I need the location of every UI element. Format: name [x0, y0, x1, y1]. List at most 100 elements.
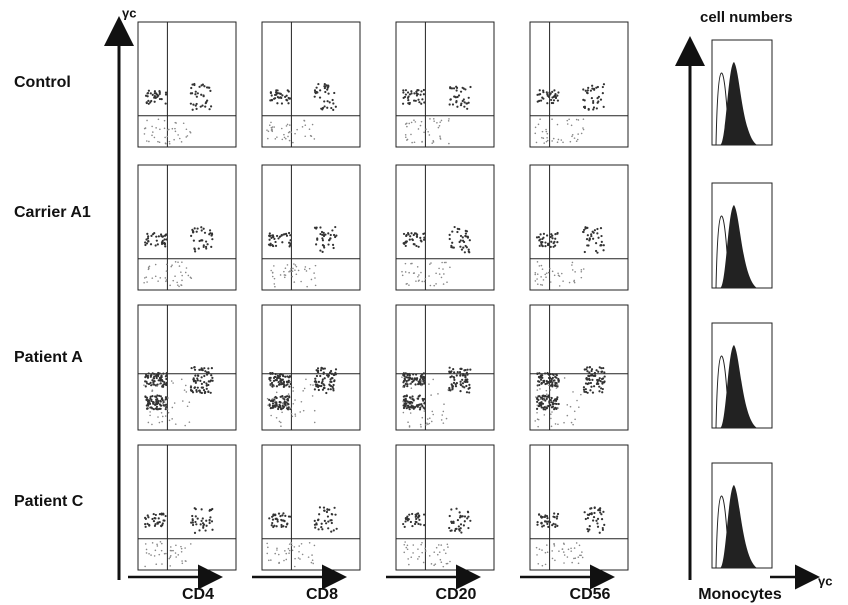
cell-dot	[165, 270, 168, 272]
cell-dot	[145, 238, 148, 241]
cell-dot	[588, 365, 592, 369]
cell-dot	[191, 231, 195, 234]
cell-dot	[566, 414, 569, 417]
cell-dot	[442, 410, 445, 413]
cell-dot	[548, 401, 551, 404]
cell-dot	[191, 514, 194, 518]
cell-dot	[203, 374, 206, 378]
cell-dot	[295, 265, 298, 268]
cell-dot	[568, 281, 571, 284]
cell-dot	[210, 234, 213, 237]
cell-dot	[546, 139, 549, 142]
cell-dot	[162, 383, 165, 386]
histogram-filled	[720, 345, 757, 428]
cell-dot	[446, 562, 449, 565]
cell-dot	[289, 375, 292, 378]
cell-dot	[270, 129, 273, 131]
cell-dot	[535, 407, 539, 410]
cell-dot	[419, 124, 422, 127]
cell-dot	[147, 240, 150, 243]
cell-dot	[210, 245, 213, 248]
cell-dot	[155, 395, 158, 399]
cell-dot	[320, 384, 323, 387]
cell-dot	[420, 374, 423, 378]
cell-dot	[281, 397, 284, 399]
cell-dot	[435, 272, 437, 275]
cell-dot	[180, 271, 182, 273]
cell-dot	[330, 530, 333, 533]
cell-dot	[290, 407, 292, 409]
cell-dot	[443, 261, 446, 264]
cell-dot	[282, 525, 285, 528]
cell-dot	[186, 135, 189, 137]
cell-dot	[401, 270, 403, 273]
cell-dot	[463, 520, 466, 523]
cell-dot	[408, 101, 411, 105]
cell-dot	[402, 381, 405, 384]
cell-dot	[282, 403, 285, 406]
cell-dot	[551, 270, 554, 273]
cell-dot	[592, 237, 595, 240]
cell-dot	[311, 123, 314, 126]
cell-dot	[449, 376, 452, 379]
cell-dot	[556, 123, 559, 126]
cell-dot	[556, 241, 559, 244]
cell-dot	[146, 522, 149, 525]
cell-dot	[570, 124, 573, 127]
cell-dot	[571, 269, 574, 271]
cell-dot	[557, 272, 559, 275]
cell-dot	[170, 554, 172, 557]
cell-dot	[587, 530, 590, 533]
cell-dot	[163, 400, 166, 402]
cell-dot	[160, 412, 163, 414]
cell-dot	[548, 405, 551, 408]
cell-dot	[557, 407, 559, 409]
cell-dot	[158, 521, 161, 524]
cell-dot	[151, 125, 153, 128]
cell-dot	[275, 416, 278, 419]
cell-dot	[321, 378, 324, 381]
cell-dot	[596, 97, 599, 100]
cell-dot	[451, 230, 454, 233]
cell-dot	[408, 284, 410, 286]
cell-dot	[315, 86, 318, 89]
cell-dot	[269, 91, 272, 95]
cell-dot	[159, 540, 162, 543]
cell-dot	[161, 235, 164, 238]
cell-dot	[319, 374, 322, 378]
cell-dot	[588, 371, 591, 374]
cell-dot	[448, 237, 451, 241]
cell-dot	[316, 370, 320, 374]
cell-dot	[571, 261, 574, 264]
cell-dot	[181, 560, 183, 562]
cell-dot	[562, 551, 565, 553]
cell-dot	[596, 522, 599, 525]
cell-dot	[540, 264, 543, 267]
cell-dot	[411, 395, 414, 398]
cell-dot	[468, 383, 471, 386]
cell-dot	[275, 401, 278, 404]
cell-dot	[600, 518, 604, 521]
cell-dot	[421, 404, 424, 408]
cell-dot	[149, 411, 151, 413]
cell-dot	[317, 385, 320, 389]
cell-dot	[164, 403, 168, 406]
cell-dot	[160, 242, 164, 245]
cell-dot	[419, 378, 422, 381]
cell-dot	[201, 522, 205, 525]
cell-dot	[158, 91, 161, 94]
cell-dot	[308, 267, 311, 270]
cell-dot	[556, 99, 560, 102]
cell-dot	[544, 408, 547, 411]
cell-dot	[181, 274, 183, 277]
cell-dot	[536, 389, 539, 391]
cell-dot	[174, 423, 177, 425]
cell-dot	[449, 529, 452, 532]
cell-dot	[147, 372, 150, 375]
cell-dot	[277, 553, 280, 556]
cell-dot	[414, 99, 417, 102]
cell-dot	[462, 98, 465, 101]
cell-dot	[582, 386, 586, 389]
cell-dot	[404, 372, 407, 375]
cell-dot	[593, 371, 597, 375]
